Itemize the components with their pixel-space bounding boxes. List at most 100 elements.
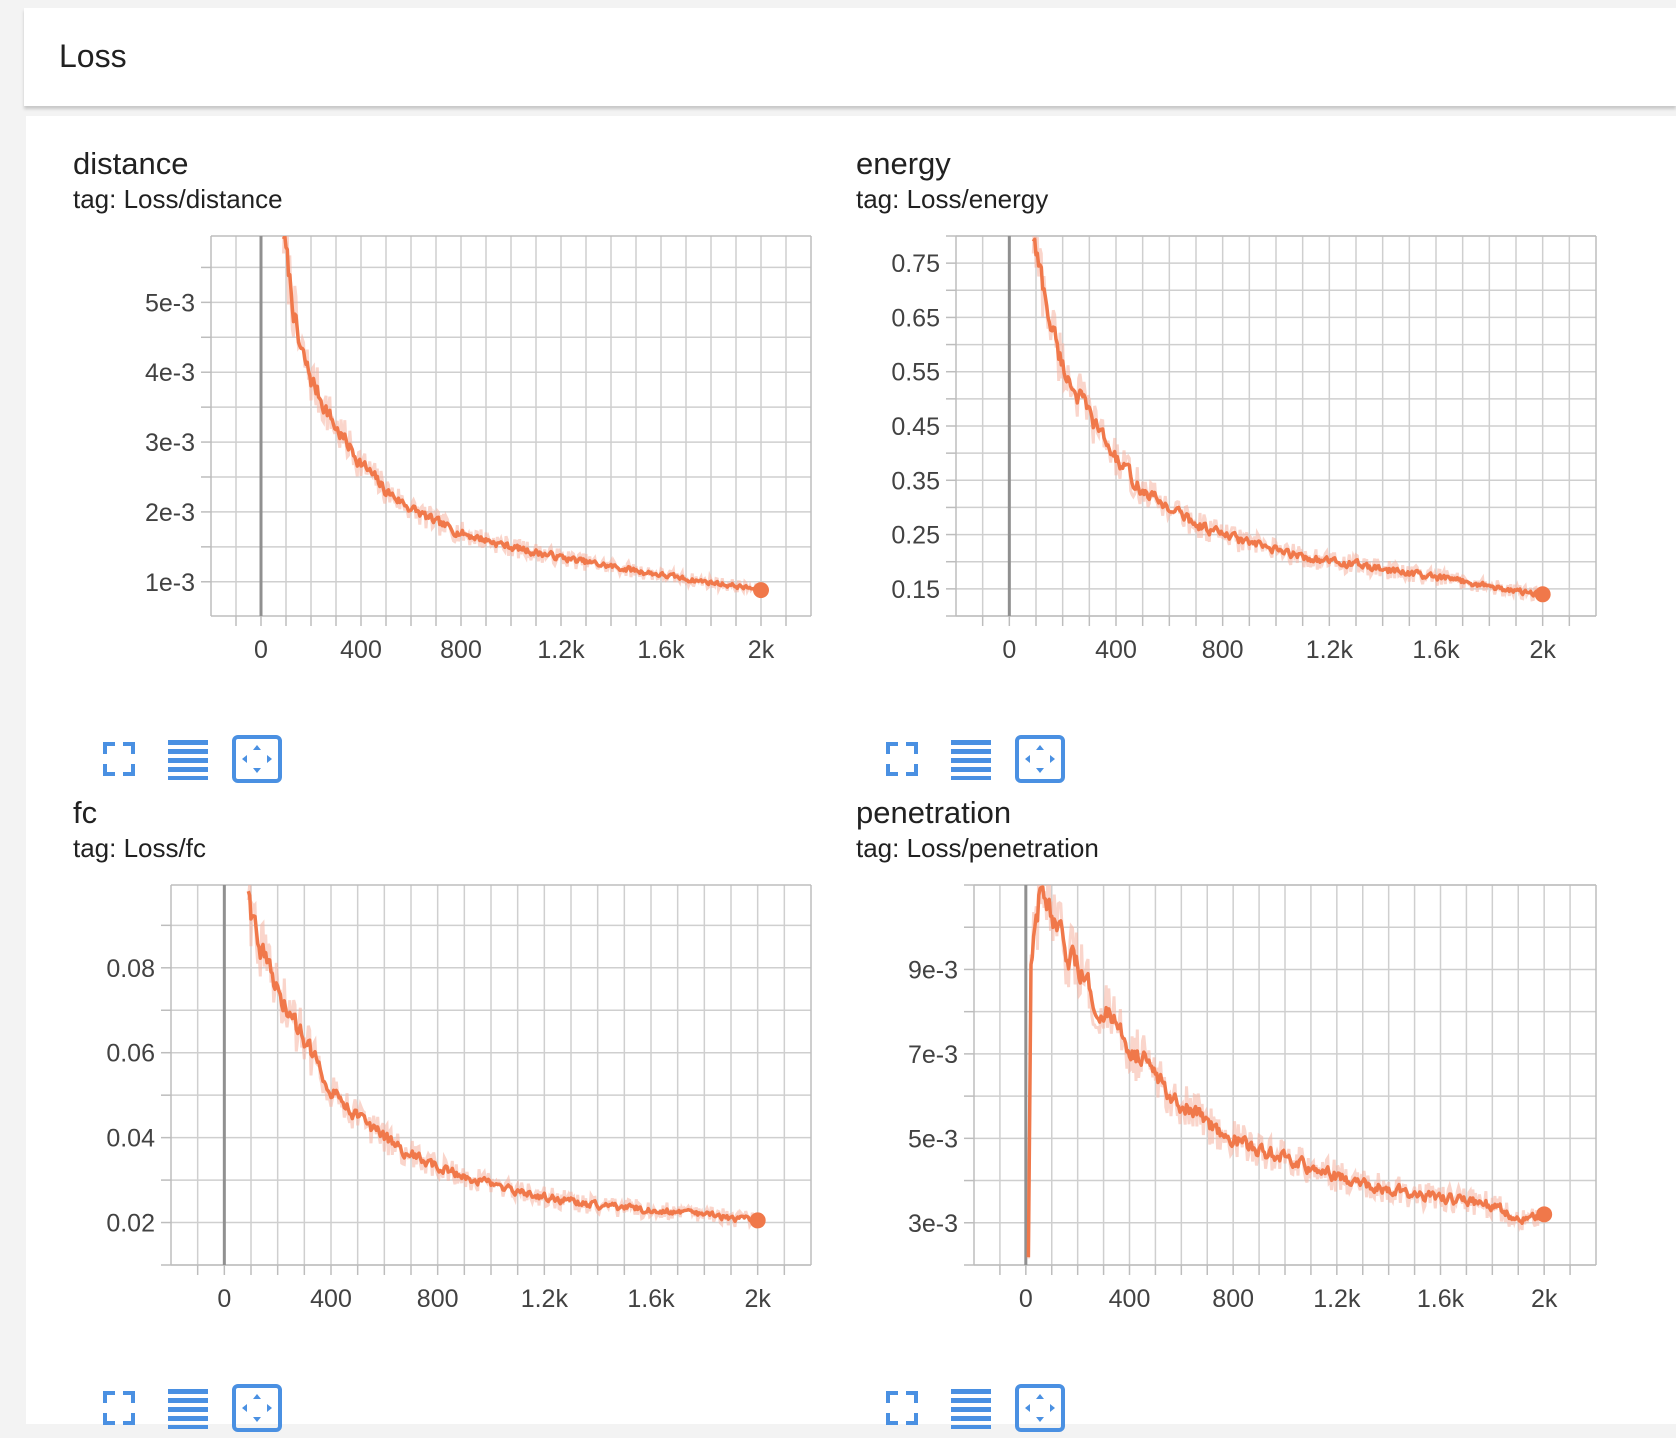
y-tick-label: 4e-3 [145,359,195,387]
y-tick-label: 0.75 [891,250,940,278]
x-tick-label: 400 [310,1285,352,1313]
data-table-button[interactable] [162,734,214,784]
section-title: Loss [59,38,127,74]
x-tick-label: 0 [1002,636,1016,664]
fullscreen-icon [93,742,145,788]
x-tick-label: 2k [1529,636,1556,664]
chart-tag: tag: Loss/fc [73,833,206,863]
chart-title: distance [73,146,189,181]
y-tick-label: 0.08 [106,955,155,983]
y-tick-label: 0.02 [106,1210,155,1238]
x-tick-label: 1.2k [521,1285,569,1313]
data-table-icon [945,1389,997,1437]
x-tick-label: 1.2k [1313,1285,1361,1313]
x-tick-label: 2k [748,636,775,664]
series-end-point [749,1212,766,1229]
series [1026,885,1546,1259]
chart-title: energy [856,146,951,181]
series-smoothed-line [281,236,763,593]
y-tick-label: 0.25 [891,522,940,550]
card-energy: energy tag: Loss/energy 0.15 0.25 0.35 0.45… [856,146,1616,786]
x-tick-label: 1.6k [1412,636,1460,664]
x-tick-label: 1.6k [627,1285,675,1313]
chart-fc[interactable]: 0.02 0.04 0.06 0.08 0 400 800 1.2k 1.6k 2k [73,879,833,1375]
data-table-icon [162,1389,214,1437]
y-tick-label: 0.35 [891,467,940,495]
grid [956,235,1596,617]
fit-domain-button[interactable] [231,1383,283,1433]
series-smoothed-line [246,890,759,1224]
y-tick-label: 5e-3 [908,1125,958,1153]
x-tick-label: 400 [1095,636,1137,664]
fullscreen-button[interactable] [876,734,928,784]
chart-title: penetration [856,795,1012,830]
series-raw-line [1031,236,1545,602]
x-tick-label: 800 [440,636,482,664]
chart-grid: distance tag: Loss/distance 1e-3 2e-3 3e-3… [26,116,1676,1432]
x-tick-label: 1.2k [537,636,585,664]
grid [974,884,1596,1266]
series-raw-line [246,885,760,1231]
series-raw-line [282,236,763,597]
fit-domain-icon [1014,1384,1066,1437]
series-smoothed-line [1026,885,1545,1258]
x-tick-label: 0 [254,636,268,664]
fit-domain-button[interactable] [1014,1383,1066,1433]
x-tick-label: 800 [1212,1285,1254,1313]
fit-domain-button[interactable] [1014,734,1066,784]
data-table-icon [162,740,214,788]
data-table-button[interactable] [945,1383,997,1433]
x-tick-label: 0 [217,1285,231,1313]
chart-tag: tag: Loss/energy [856,184,1049,214]
chart-tag: tag: Loss/distance [73,184,283,214]
x-tick-label: 800 [1202,636,1244,664]
series [246,885,760,1231]
y-tick-label: 2e-3 [145,499,195,527]
fit-domain-icon [1014,735,1066,788]
y-tick-label: 3e-3 [145,429,195,457]
x-tick-label: 0 [1019,1285,1033,1313]
data-table-button[interactable] [162,1383,214,1433]
chart-distance[interactable]: 1e-3 2e-3 3e-3 4e-3 5e-3 0 400 800 1.2k 1.6k 2k [73,230,833,726]
y-tick-label: 0.06 [106,1040,155,1068]
chart-title: fc [73,795,98,830]
y-tick-label: 3e-3 [908,1210,958,1238]
y-tick-label: 9e-3 [908,956,958,984]
x-tick-label: 1.6k [1417,1285,1465,1313]
series [281,236,763,597]
card-fc: fc tag: Loss/fc 0.02 0.04 0.06 0.08 0 400 800 1… [73,795,833,1435]
data-table-button[interactable] [945,734,997,784]
y-tick-label: 5e-3 [145,289,195,317]
y-tick-label: 0.55 [891,359,940,387]
series-smoothed-line [1031,237,1545,598]
y-tick-label: 1e-3 [145,569,195,597]
x-tick-label: 800 [417,1285,459,1313]
card-distance: distance tag: Loss/distance 1e-3 2e-3 3e-3… [73,146,833,786]
fullscreen-icon [876,1391,928,1437]
y-tick-label: 7e-3 [908,1041,958,1069]
x-tick-label: 1.2k [1306,636,1354,664]
fullscreen-icon [876,742,928,788]
fit-domain-icon [231,1384,283,1437]
y-tick-label: 0.04 [106,1125,155,1153]
grid [211,236,811,616]
x-tick-label: 400 [340,636,382,664]
data-table-icon [945,740,997,788]
chart-penetration[interactable]: 3e-3 5e-3 7e-3 9e-3 0 400 800 1.2k 1.6k 2k [856,879,1616,1375]
y-tick-label: 0.45 [891,413,940,441]
x-tick-label: 2k [744,1285,771,1313]
fit-domain-button[interactable] [231,734,283,784]
x-tick-label: 1.6k [637,636,685,664]
series-end-point [1534,586,1551,603]
chart-energy[interactable]: 0.15 0.25 0.35 0.45 0.55 0.65 0.75 0 400 800 1.2k 1… [856,230,1616,726]
fullscreen-button[interactable] [93,1383,145,1433]
x-tick-label: 2k [1531,1285,1558,1313]
fit-domain-icon [231,735,283,788]
card-penetration: penetration tag: Loss/penetration 3e-3 5e… [856,795,1616,1435]
y-tick-label: 0.65 [891,304,940,332]
fullscreen-button[interactable] [93,734,145,784]
series-end-point [1536,1206,1553,1223]
series [1031,236,1545,602]
fullscreen-button[interactable] [876,1383,928,1433]
section-header[interactable]: Loss [24,8,1676,106]
